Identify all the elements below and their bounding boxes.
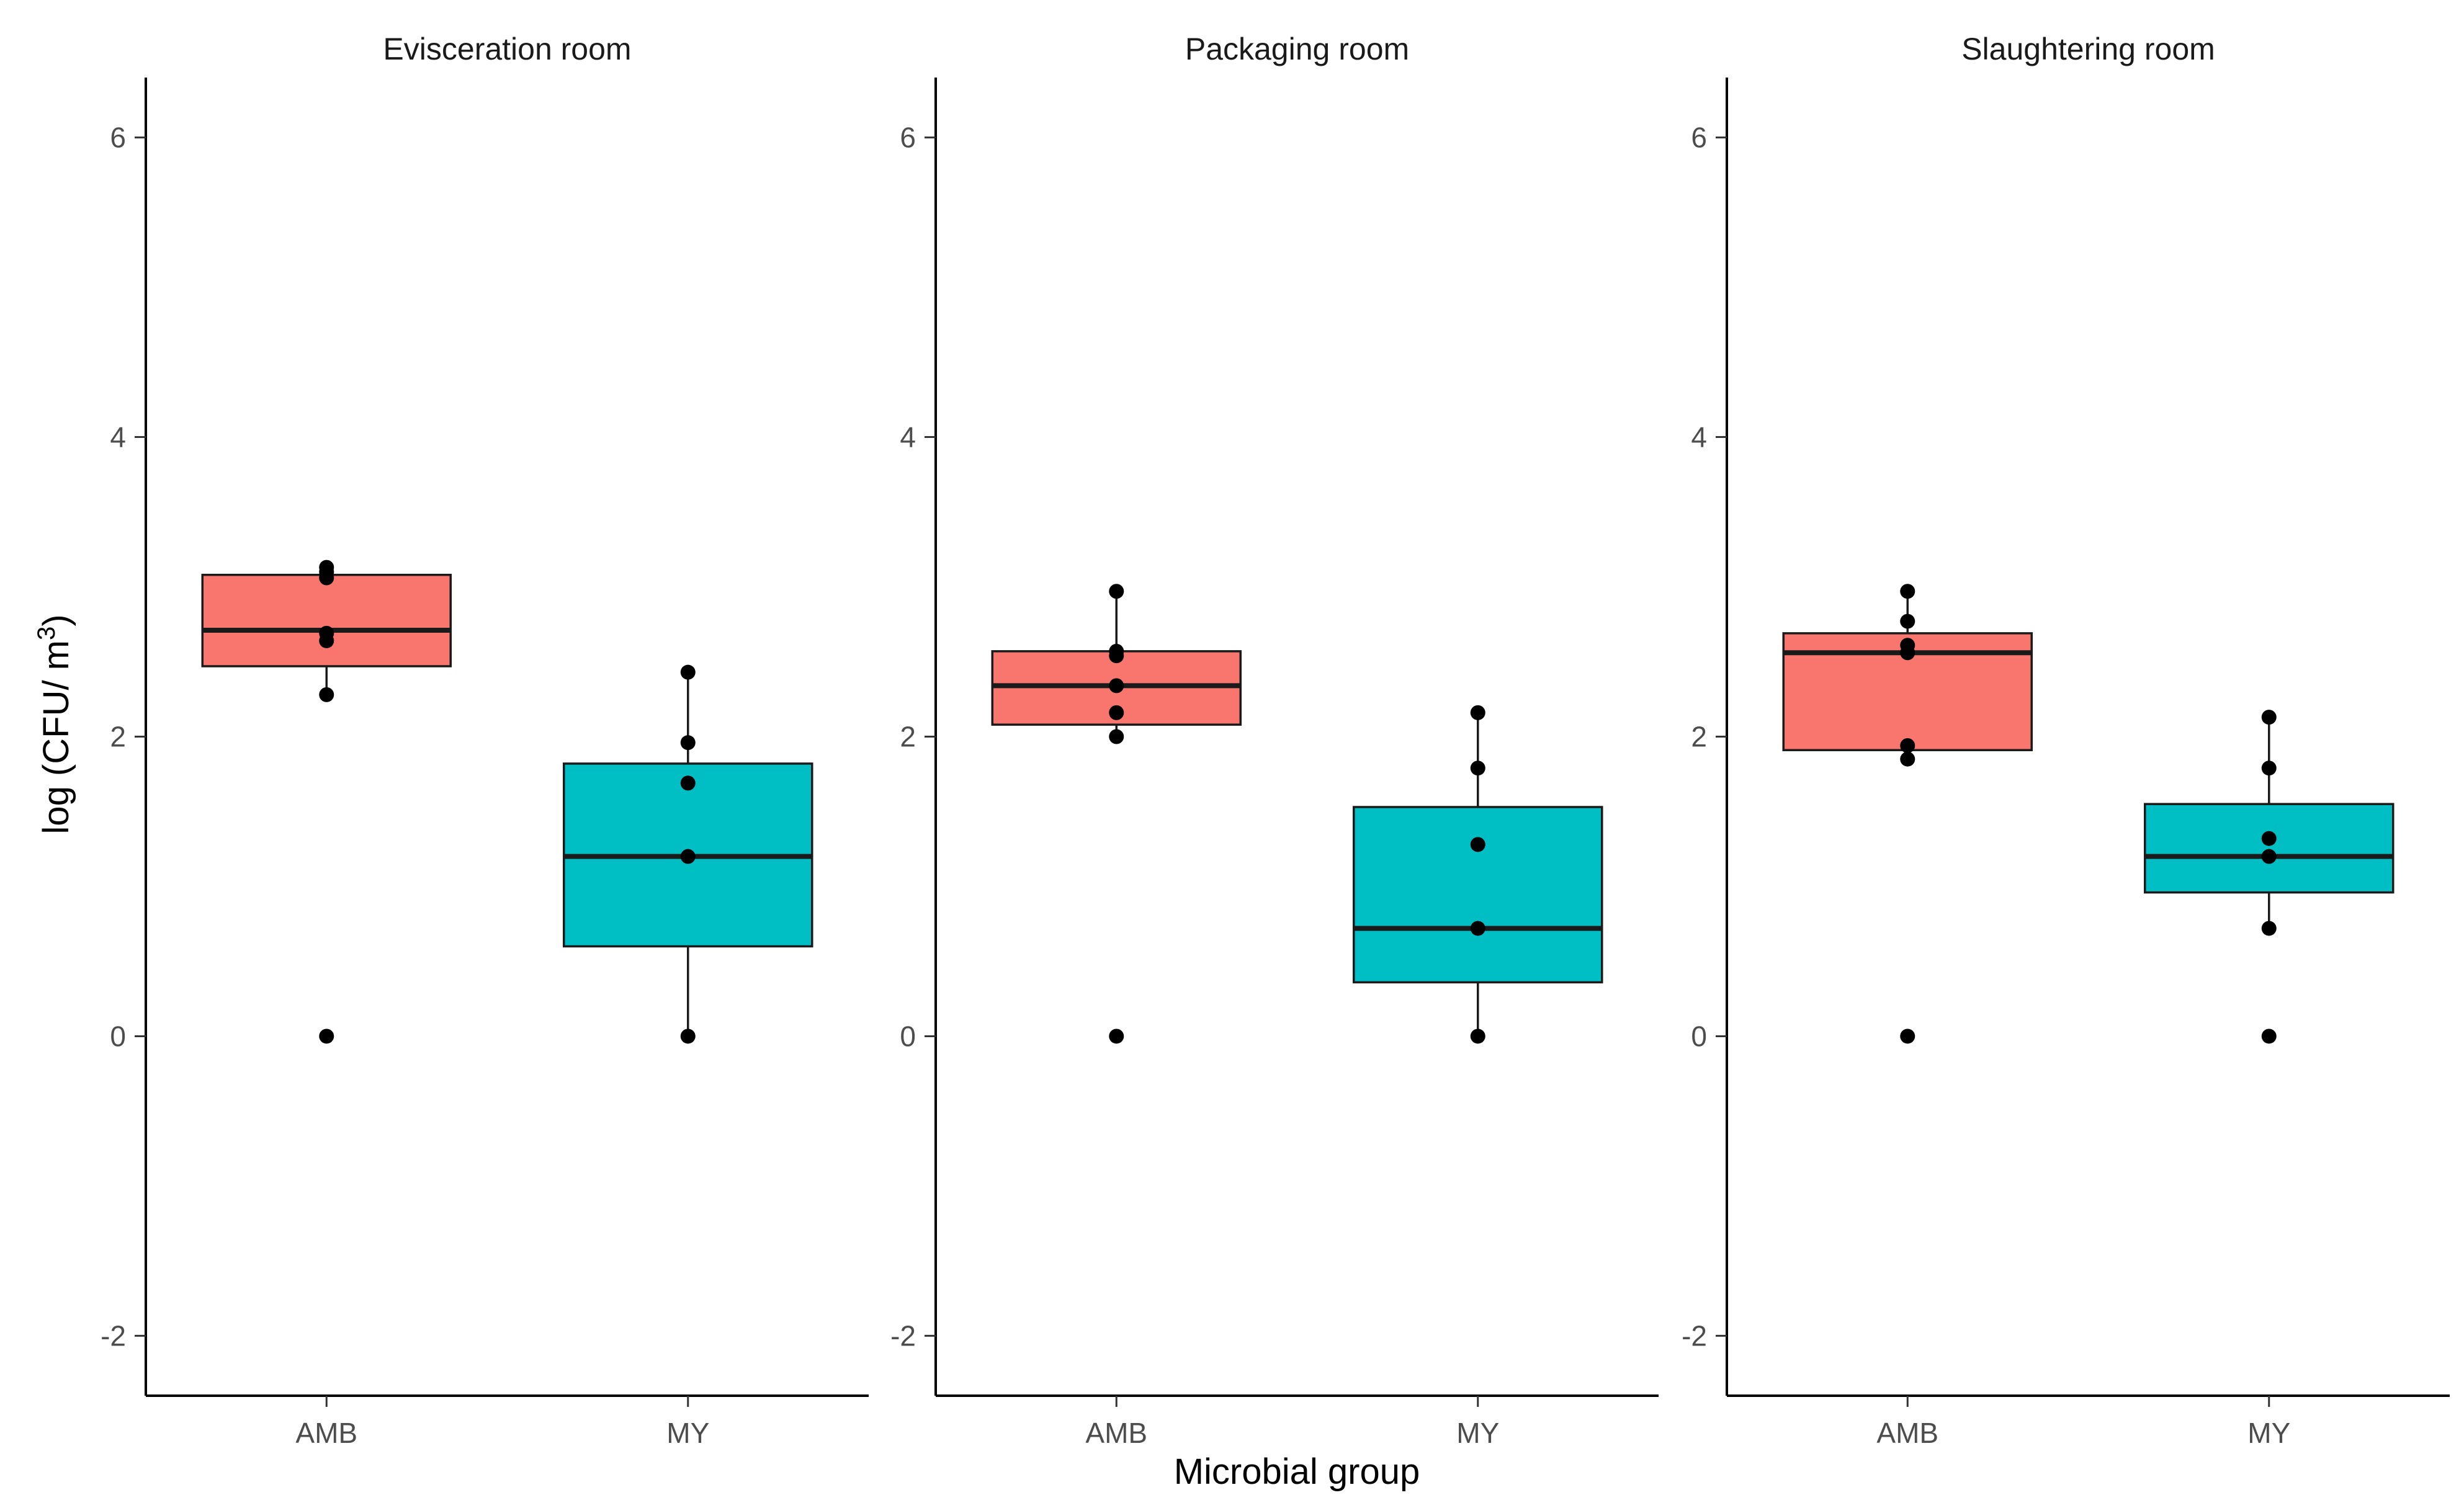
box [1353,806,1603,984]
data-point [319,1028,334,1044]
y-tick-label: 6 [1691,122,1707,154]
data-point [1900,613,1915,629]
data-point [319,625,334,641]
facet-panel: Evisceration room -2 0 2 4 6 AMB MY [101,32,869,1449]
data-point [1470,921,1485,936]
data-point [1470,761,1485,776]
facet-panel: Slaughtering room -2 0 2 4 6 AMB MY [1682,32,2450,1449]
data-point [1900,738,1915,753]
y-tick-label: 2 [900,721,916,753]
data-point [2261,761,2277,776]
y-tick-label: 0 [900,1020,916,1052]
y-tick-label: -2 [101,1319,126,1352]
data-point [1109,643,1124,659]
box-group-my [1353,705,1603,1044]
y-axis-title: log (CFU/ m3) [33,614,76,834]
y-axis-title-superscript: 3 [33,627,60,640]
x-axis-title: Microbial group [1174,1452,1420,1492]
data-point [1900,638,1915,653]
data-point [680,735,696,751]
data-point [2261,1028,2277,1044]
data-point [1109,678,1124,694]
facet-title: Slaughtering room [1961,32,2215,66]
x-tick-label: MY [666,1417,709,1449]
box-group-my [563,664,813,1044]
data-point [1470,837,1485,852]
data-point [1900,751,1915,767]
data-point [680,664,696,680]
data-point [680,775,696,791]
box [201,573,452,667]
data-point [1900,584,1915,599]
data-point [319,560,334,575]
x-tick-label: MY [2247,1417,2290,1449]
box [2144,803,2395,894]
y-tick-label: 2 [110,721,126,753]
y-tick-label: 0 [110,1020,126,1052]
y-tick-label: -2 [1682,1319,1707,1352]
y-axis-title-prefix: log (CFU/ m [36,640,76,834]
x-tick-label: AMB [1876,1417,1938,1449]
y-axis-title-suffix: ) [36,614,76,626]
data-point [1109,1028,1124,1044]
data-point [319,687,334,702]
data-point [1470,1028,1485,1044]
box-group-amb [1782,584,2033,1044]
box-group-my [2144,710,2395,1044]
data-point [1109,705,1124,720]
box-group-amb [201,560,452,1044]
data-point [1900,1028,1915,1044]
x-tick-label: AMB [295,1417,357,1449]
y-tick-label: -2 [890,1319,916,1352]
y-tick-label: 2 [1691,721,1707,753]
data-point [2261,710,2277,725]
y-tick-label: 4 [1691,421,1707,453]
data-point [2261,849,2277,864]
y-tick-label: 4 [110,421,126,453]
x-tick-label: MY [1456,1417,1499,1449]
y-tick-label: 0 [1691,1020,1707,1052]
facet-title: Packaging room [1185,32,1409,66]
data-point [680,1028,696,1044]
y-tick-label: 6 [900,122,916,154]
facet-panel: Packaging room -2 0 2 4 6 AMB MY [890,32,1659,1449]
data-point [1470,705,1485,720]
facet-title: Evisceration room [383,32,631,66]
data-point [680,849,696,864]
y-tick-label: 4 [900,421,916,453]
data-point [1109,729,1124,744]
data-point [1109,584,1124,599]
data-point [2261,831,2277,846]
data-point [2261,921,2277,936]
y-tick-label: 6 [110,122,126,154]
x-tick-label: AMB [1085,1417,1147,1449]
box-group-amb [991,584,1242,1044]
